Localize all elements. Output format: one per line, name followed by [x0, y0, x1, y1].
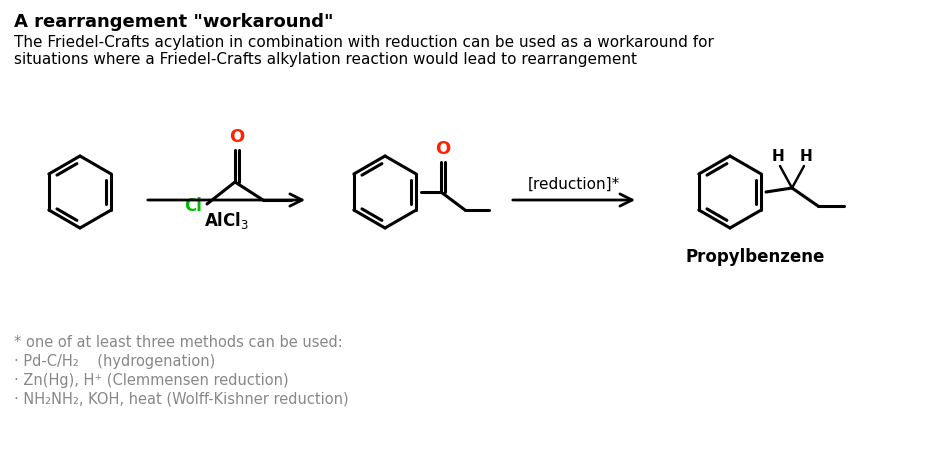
Text: Cl: Cl	[184, 197, 202, 215]
Text: A rearrangement "workaround": A rearrangement "workaround"	[14, 13, 333, 31]
Text: * one of at least three methods can be used:: * one of at least three methods can be u…	[14, 335, 342, 350]
Text: situations where a Friedel-Crafts alkylation reaction would lead to rearrangemen: situations where a Friedel-Crafts alkyla…	[14, 52, 636, 67]
Text: The Friedel-Crafts acylation in combination with reduction can be used as a work: The Friedel-Crafts acylation in combinat…	[14, 35, 713, 50]
Text: H: H	[770, 149, 783, 164]
Text: AlCl$_3$: AlCl$_3$	[204, 210, 248, 231]
Text: · Zn(Hg), H⁺ (Clemmensen reduction): · Zn(Hg), H⁺ (Clemmensen reduction)	[14, 373, 288, 388]
Text: [reduction]*: [reduction]*	[527, 177, 619, 192]
Text: · Pd-C/H₂    (hydrogenation): · Pd-C/H₂ (hydrogenation)	[14, 354, 215, 369]
Text: H: H	[799, 149, 811, 164]
Text: O: O	[229, 128, 245, 146]
Text: O: O	[435, 140, 451, 158]
Text: Propylbenzene: Propylbenzene	[684, 248, 824, 266]
Text: · NH₂NH₂, KOH, heat (Wolff-Kishner reduction): · NH₂NH₂, KOH, heat (Wolff-Kishner reduc…	[14, 392, 349, 407]
